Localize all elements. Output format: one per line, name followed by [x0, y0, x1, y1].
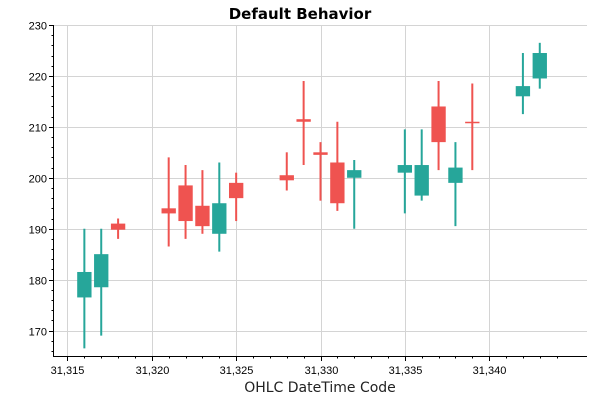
candle-down [296, 81, 311, 166]
candle-body [77, 271, 92, 298]
y-tick-label: 180 [29, 276, 47, 288]
x-tick-label: 31,320 [136, 365, 170, 377]
x-tick-label: 31,330 [305, 365, 339, 377]
candle-up [448, 142, 463, 227]
candle-down [228, 172, 244, 222]
candle-down [465, 83, 480, 171]
x-axis-label: OHLC DateTime Code [244, 380, 396, 396]
candle-body [330, 162, 345, 204]
candle-body [178, 185, 193, 222]
candle-down [330, 121, 345, 211]
candle-body [212, 203, 227, 234]
candle-body [279, 175, 294, 181]
candle-body [465, 121, 480, 124]
candles [77, 42, 547, 349]
candle-body [532, 53, 547, 79]
y-tick-label: 210 [29, 123, 47, 135]
candle-up [347, 159, 362, 229]
candle-body [228, 182, 244, 199]
candle-up [515, 53, 531, 115]
x-tick-label: 31,325 [220, 365, 254, 377]
candle-body [296, 119, 311, 122]
candle-up [212, 162, 227, 252]
candle-body [110, 223, 126, 230]
y-tick-label: 220 [29, 72, 47, 84]
candle-down [313, 142, 328, 201]
candle-up [94, 228, 109, 336]
candle-body [448, 167, 463, 183]
candle-down [161, 157, 176, 247]
candle-body [195, 205, 210, 227]
candle-body [161, 208, 176, 214]
candle-body [397, 165, 413, 173]
candle-up [414, 129, 429, 201]
candle-body [414, 165, 429, 196]
candle-up [397, 129, 413, 214]
candle-up [77, 228, 92, 349]
y-tick-label: 190 [29, 225, 47, 237]
x-tick-label: 31,335 [389, 365, 423, 377]
candle-down [279, 152, 294, 191]
x-tick-label: 31,315 [51, 365, 85, 377]
candle-body [347, 170, 362, 178]
candle-down [110, 218, 126, 239]
chart-title: Default Behavior [229, 5, 372, 23]
tick-marks: 31,315 31,320 31,325 31,330 31,335 31,340 170 1… [29, 21, 558, 377]
candle-down [178, 165, 193, 239]
candle-down [431, 81, 446, 171]
y-tick-label: 170 [29, 327, 47, 339]
candle-down [195, 170, 210, 234]
candle-up [532, 42, 547, 89]
y-tick-label: 230 [29, 21, 47, 33]
y-tick-label: 200 [29, 174, 47, 186]
candle-body [94, 254, 109, 288]
x-tick-label: 31,340 [473, 365, 507, 377]
candle-body [515, 86, 531, 97]
candle-body [431, 106, 446, 143]
axes [53, 25, 587, 357]
candle-body [313, 152, 328, 155]
